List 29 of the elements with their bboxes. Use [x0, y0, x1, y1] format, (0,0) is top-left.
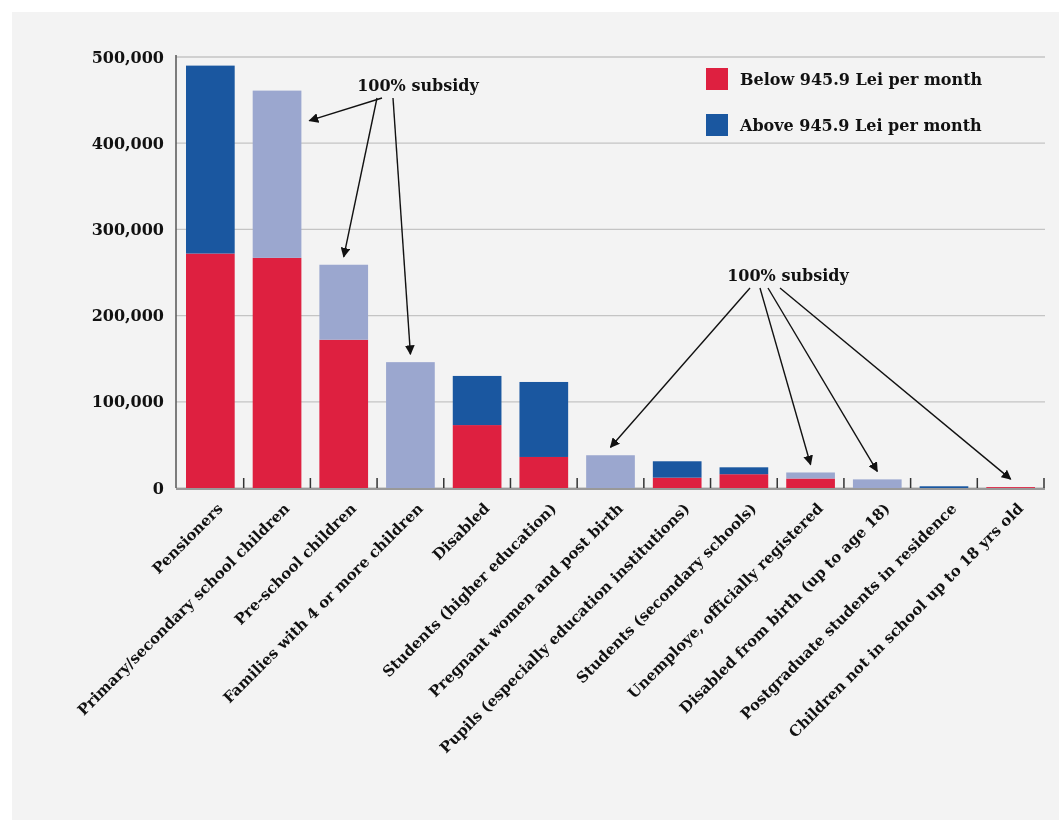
bar — [719, 467, 769, 475]
bar — [519, 381, 569, 457]
bar — [652, 477, 702, 488]
bar — [186, 65, 235, 254]
y-tick-label: 500,000 — [91, 47, 164, 67]
bar — [586, 455, 635, 488]
bar — [252, 90, 302, 258]
bar — [319, 264, 369, 340]
legend-label: Above 945.9 Lei per month — [739, 115, 983, 135]
bar — [252, 257, 302, 488]
annotation: 100% subsidy — [727, 265, 850, 285]
bar — [519, 456, 569, 488]
bar — [452, 375, 502, 426]
bar — [319, 339, 369, 488]
bar — [186, 253, 235, 488]
bar — [719, 474, 769, 488]
y-tick-label: 100,000 — [91, 392, 164, 412]
annotation: 100% subsidy — [357, 75, 480, 95]
bar — [386, 362, 435, 488]
y-tick-label: 300,000 — [91, 220, 164, 239]
y-tick-label: 400,000 — [91, 133, 164, 153]
legend-label: Below 945.9 Lei per month — [740, 69, 983, 89]
bar — [786, 478, 835, 488]
bar — [786, 472, 835, 479]
y-tick-label: 200,000 — [91, 306, 164, 326]
bar — [852, 479, 902, 488]
bar — [652, 461, 702, 478]
bar — [452, 425, 502, 488]
y-tick-label: 0 — [152, 478, 164, 498]
